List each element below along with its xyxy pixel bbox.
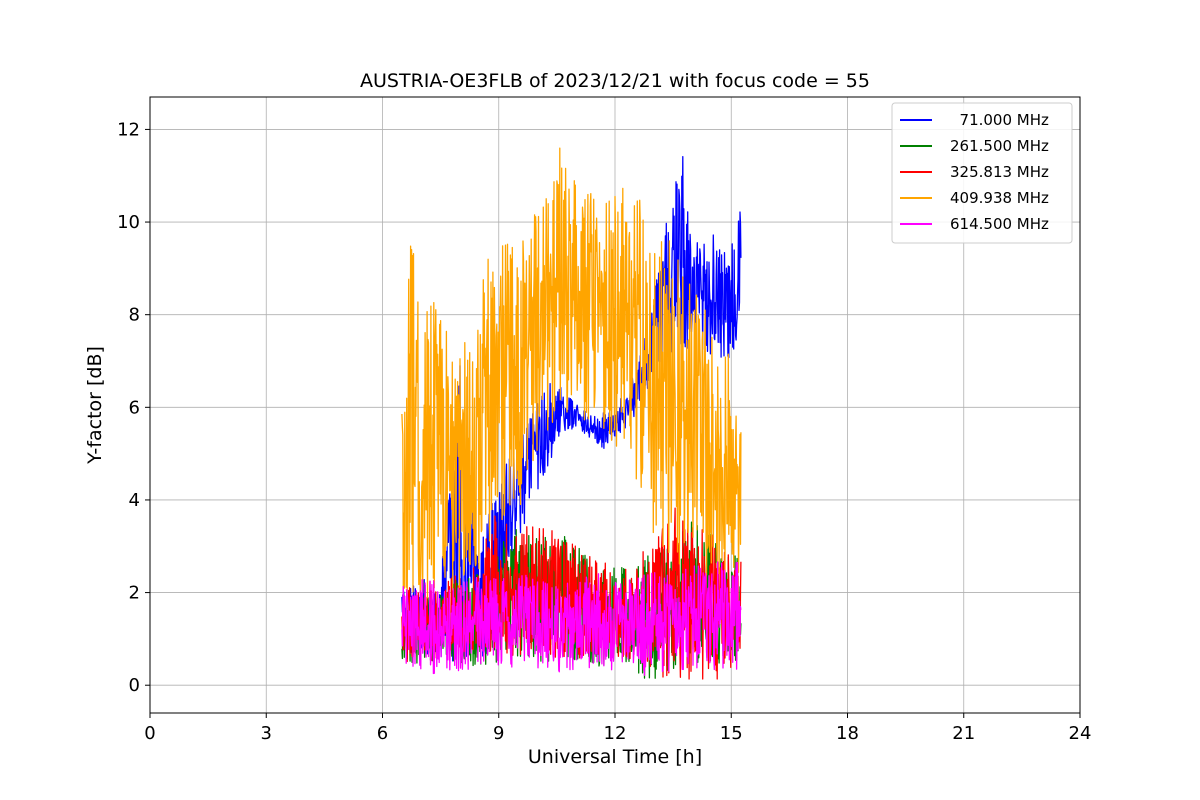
x-tick-label: 6 xyxy=(377,723,388,744)
x-tick-label: 15 xyxy=(720,723,743,744)
series-group xyxy=(401,155,742,662)
y-tick-label: 2 xyxy=(129,583,140,604)
y-tick-label: 10 xyxy=(117,212,140,233)
series-line xyxy=(401,147,742,611)
x-tick-label: 12 xyxy=(604,723,627,744)
legend: 71.000 MHz 261.500 MHz 325.813 MHz 409.938 … xyxy=(891,102,1073,244)
x-tick-label: 21 xyxy=(952,723,975,744)
y-tick-label: 8 xyxy=(129,305,140,326)
x-tick-label: 0 xyxy=(144,723,155,744)
series-line xyxy=(401,155,742,662)
y-tick-label: 0 xyxy=(129,675,140,696)
x-tick-label: 24 xyxy=(1069,723,1092,744)
chart-title: AUSTRIA-OE3FLB of 2023/12/21 with focus … xyxy=(360,70,870,92)
legend-entry-label: 71.000 MHz xyxy=(950,111,1049,129)
x-tick-label: 18 xyxy=(836,723,859,744)
series-group xyxy=(401,147,742,611)
x-tick-label: 9 xyxy=(493,723,504,744)
legend-entry-label: 325.813 MHz xyxy=(950,163,1049,181)
legend-entry-label: 614.500 MHz xyxy=(950,215,1049,233)
y-axis-label: Y-factor [dB] xyxy=(84,346,106,465)
y-tick-label: 6 xyxy=(129,397,140,418)
series-layer xyxy=(401,147,742,680)
legend-box xyxy=(891,102,1073,244)
legend-entry-label: 261.500 MHz xyxy=(950,137,1049,155)
series-group xyxy=(401,561,742,676)
legend-entry-label: 409.938 MHz xyxy=(950,189,1049,207)
x-tick-label: 3 xyxy=(261,723,272,744)
series-line xyxy=(401,561,742,676)
x-axis-label: Universal Time [h] xyxy=(528,746,702,768)
y-tick-label: 12 xyxy=(117,119,140,140)
y-tick-label: 4 xyxy=(129,490,140,511)
